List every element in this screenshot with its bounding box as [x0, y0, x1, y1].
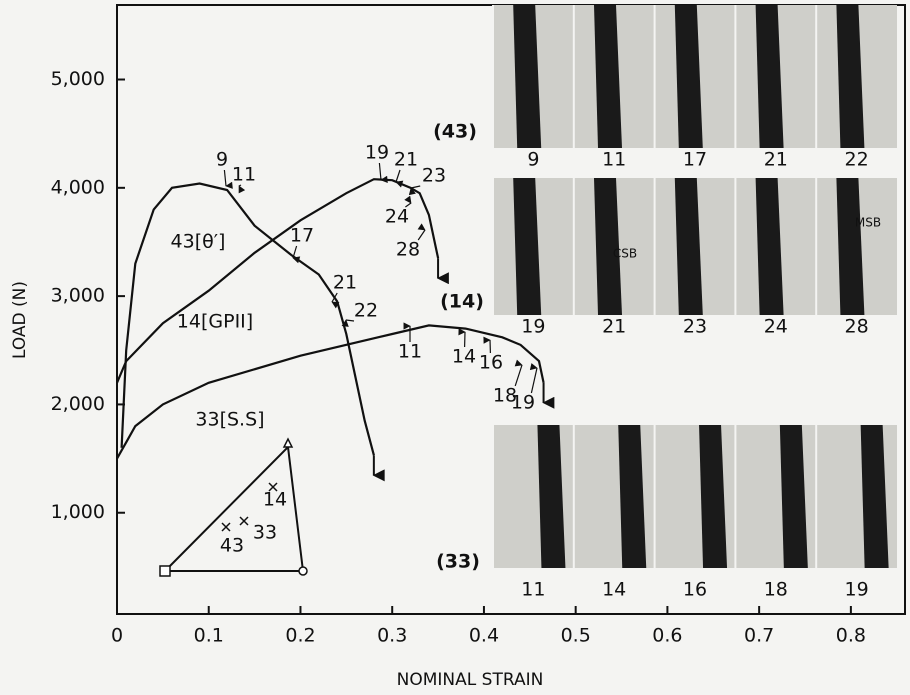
annotation: 19	[511, 392, 535, 414]
panel-caption: 11	[521, 579, 545, 601]
panel-caption: 17	[683, 149, 707, 171]
shear-band	[537, 425, 566, 568]
panel-caption: 21	[602, 316, 626, 338]
panel-label: (33)	[436, 551, 480, 573]
annotation: 24	[385, 206, 409, 228]
panel-caption: 9	[527, 149, 539, 171]
shear-band	[755, 178, 784, 315]
panel-caption: 11	[602, 149, 626, 171]
annotation-arrow	[223, 169, 233, 189]
panel-label: (14)	[440, 291, 484, 313]
x-axis-label: NOMINAL STRAIN	[397, 670, 544, 690]
shear-band	[618, 425, 647, 568]
shear-band	[513, 178, 542, 315]
annotation: 22	[354, 300, 378, 322]
annotation-arrow	[341, 319, 355, 327]
annotation: 16	[479, 352, 503, 374]
x-tick-label: 0.2	[285, 625, 315, 647]
inset-point	[239, 516, 249, 526]
inset-point	[221, 522, 231, 532]
y-tick-label: 5,000	[51, 68, 105, 90]
y-tick-label: 2,000	[51, 393, 105, 415]
y-tick-label: 3,000	[51, 285, 105, 307]
series-label: 43[θ′]	[171, 231, 226, 253]
curve	[120, 182, 375, 456]
panel-caption: 18	[764, 579, 788, 601]
annotation-arrow	[529, 363, 538, 394]
panel-caption: 16	[683, 579, 707, 601]
inset-circle	[298, 566, 308, 576]
shear-band	[594, 5, 622, 148]
shear-band	[779, 425, 808, 568]
annotation-arrow	[404, 195, 412, 208]
panel-label: (43)	[433, 121, 477, 143]
annotation: 21	[394, 149, 418, 171]
panel-caption: 23	[683, 316, 707, 338]
annotation: 11	[398, 341, 422, 363]
x-tick-label: 0.8	[836, 625, 866, 647]
annotation: 11	[232, 164, 256, 186]
y-tick-label: 4,000	[51, 176, 105, 198]
annotation: 18	[493, 385, 517, 407]
inset-label: 43	[220, 535, 244, 557]
annotation: 19	[365, 142, 389, 164]
annotation-arrow	[378, 162, 388, 183]
annotation-arrow	[238, 184, 246, 194]
annotation: 23	[422, 165, 446, 187]
panel-caption: 22	[845, 149, 869, 171]
shear-band	[699, 425, 728, 568]
x-tick-label: 0.7	[744, 625, 774, 647]
x-tick-label: 0.1	[194, 625, 224, 647]
annotation-arrow	[514, 359, 523, 387]
curve	[116, 324, 545, 460]
annotation: 9	[216, 149, 228, 171]
panel-caption: 24	[764, 316, 788, 338]
panel-note: MSB	[855, 216, 881, 230]
x-tick-label: 0	[111, 625, 123, 647]
panel-caption: 28	[845, 316, 869, 338]
panel-caption: 19	[845, 579, 869, 601]
inset-label: 33	[253, 522, 277, 544]
shear-band	[836, 5, 865, 148]
annotation: 14	[452, 346, 476, 368]
panel-caption: 14	[602, 579, 626, 601]
panel-caption: 21	[764, 149, 788, 171]
annotation: 17	[290, 225, 314, 247]
x-tick-label: 0.5	[561, 625, 591, 647]
inset-triangle	[162, 444, 305, 572]
annotation: 21	[333, 272, 357, 294]
y-tick-label: 1,000	[51, 501, 105, 523]
series-label: 33[S.S]	[195, 409, 264, 431]
inset-label: 14	[263, 489, 287, 511]
shear-band	[755, 5, 784, 148]
series-label: 14[GPII]	[177, 311, 253, 333]
annotation-arrow	[408, 185, 421, 196]
shear-band	[594, 178, 622, 315]
annotation: 28	[396, 239, 420, 261]
inset-triangle-mark	[282, 437, 294, 448]
panel-note: CSB	[613, 247, 637, 261]
x-tick-label: 0.4	[469, 625, 499, 647]
shear-band	[513, 5, 542, 148]
annotation-arrow	[331, 292, 340, 309]
shear-band	[836, 178, 865, 315]
inset-point	[268, 482, 278, 492]
annotation-arrow	[417, 223, 426, 241]
x-tick-label: 0.6	[652, 625, 682, 647]
y-axis-label: LOAD (N)	[10, 281, 30, 359]
panel-caption: 19	[521, 316, 545, 338]
shear-band	[674, 5, 703, 148]
shear-band	[860, 425, 889, 568]
curve	[115, 178, 440, 384]
annotation-arrow	[395, 169, 404, 188]
x-tick-label: 0.3	[377, 625, 407, 647]
inset-square	[159, 565, 171, 577]
annotation-arrow	[292, 245, 301, 264]
shear-band	[674, 178, 703, 315]
